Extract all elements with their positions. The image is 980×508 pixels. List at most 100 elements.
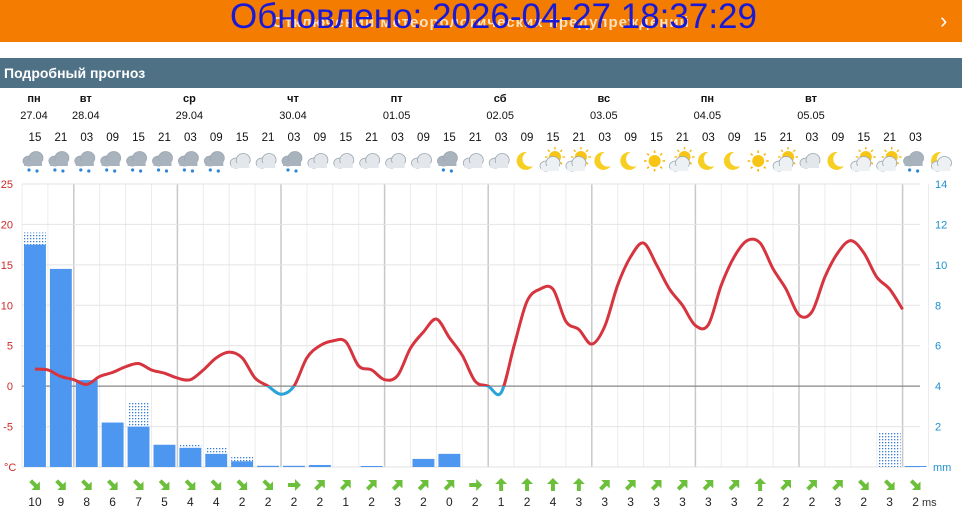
- wind-speed-label: 6: [109, 495, 116, 508]
- wind-speed-label: 2: [420, 495, 427, 508]
- cloud-icon: [359, 153, 381, 169]
- sun-cloud-icon: [850, 147, 876, 172]
- rain-snow-icon: [203, 151, 225, 173]
- wind-arrow-icon: [132, 479, 144, 490]
- wind-arrow-icon: [106, 479, 118, 490]
- precip-bar: [283, 465, 305, 467]
- wind-arrow-icon: [858, 479, 869, 490]
- right-tick-label: 6: [935, 341, 941, 353]
- precip-bar: [308, 464, 331, 467]
- wind-arrow-icon: [521, 478, 534, 491]
- wind-arrow-icon: [832, 480, 843, 491]
- hour-label: 09: [210, 132, 223, 144]
- sun-cloud-icon: [539, 147, 565, 172]
- precip-bar: [412, 458, 435, 467]
- wind-speed-label: 2: [757, 495, 764, 508]
- wind-speed-label: 2: [239, 495, 246, 508]
- cloud-icon: [255, 153, 277, 169]
- sun-icon: [747, 150, 769, 172]
- alert-banner[interactable]: Отключений метеорологических предупрежде…: [0, 0, 962, 42]
- hour-label: 15: [339, 132, 352, 144]
- day-date: 03.05: [590, 110, 618, 122]
- hour-label: 09: [313, 132, 326, 144]
- day-name: вт: [805, 93, 818, 105]
- wind-speed-label: 3: [653, 495, 660, 508]
- right-tick-label: 2: [935, 422, 941, 434]
- hour-label: 21: [780, 132, 793, 144]
- sun-cloud-icon: [565, 147, 591, 172]
- sun-icon: [644, 150, 666, 172]
- forecast-chart: пн 27.04 вт 28.04 ср 29.04 чт 30.04 пт 01.05 сб 02.…: [1, 93, 952, 508]
- wind-arrow-icon: [495, 478, 508, 491]
- cloud-icon: [799, 153, 821, 169]
- moon-icon: [516, 151, 534, 170]
- precip-unit: mm: [933, 462, 951, 474]
- temperature-unit: °C: [4, 462, 16, 474]
- hour-label: 09: [831, 132, 844, 144]
- rain-snow-icon: [436, 151, 458, 173]
- wind-arrow-icon: [780, 480, 791, 491]
- chevron-right-icon[interactable]: ›: [940, 8, 948, 33]
- rain-snow-icon: [152, 151, 173, 173]
- wind-speed-label: 2: [265, 495, 272, 508]
- hour-label: 21: [365, 132, 378, 144]
- left-tick-label: 0: [7, 381, 13, 393]
- left-tick-label: 10: [1, 300, 13, 312]
- wind-unit: ms: [922, 497, 937, 508]
- wind-speed-label: 2: [368, 495, 375, 508]
- wind-arrow-icon: [883, 479, 895, 490]
- sun-cloud-icon: [669, 147, 695, 172]
- wind-arrow-icon: [262, 479, 273, 490]
- wind-speed-label: 5: [161, 495, 168, 508]
- hour-label: 09: [417, 132, 430, 144]
- section-title: Подробный прогноз: [0, 58, 962, 88]
- day-date: 05.05: [797, 110, 825, 122]
- day-date: 01.05: [383, 110, 411, 122]
- right-tick-label: 4: [935, 381, 941, 393]
- rain-snow-icon: [903, 151, 924, 173]
- day-date: 02.05: [486, 110, 514, 122]
- right-tick-label: 12: [935, 219, 947, 231]
- hour-label: 21: [262, 132, 275, 144]
- precip-bar: [205, 453, 228, 467]
- wind-arrow-icon: [81, 479, 92, 490]
- wind-speed-label: 3: [601, 495, 608, 508]
- day-name: пн: [27, 93, 40, 105]
- hour-label: 21: [883, 132, 896, 144]
- wind-speed-label: 2: [317, 495, 324, 508]
- left-tick-label: -5: [3, 422, 13, 434]
- wind-speed-label: 1: [342, 495, 349, 508]
- left-tick-label: 20: [1, 219, 13, 231]
- temperature-line: [34, 237, 904, 387]
- wind-speed-label: 7: [135, 495, 142, 508]
- rain-snow-icon: [100, 151, 122, 173]
- wind-arrow-icon: [29, 479, 40, 490]
- hour-label: 15: [132, 132, 145, 144]
- hour-label: 03: [495, 132, 508, 144]
- precip-bar: [127, 426, 150, 467]
- hour-label: 09: [624, 132, 637, 144]
- day-name: ср: [183, 93, 196, 105]
- moon-icon: [620, 151, 637, 170]
- wind-speed-label: 10: [28, 495, 42, 508]
- precip-bar: [153, 444, 176, 467]
- rain-snow-icon: [74, 151, 96, 173]
- hour-label: 15: [650, 132, 663, 144]
- wind-speed-label: 9: [58, 495, 65, 508]
- wind-arrow-icon: [546, 478, 559, 491]
- moon-icon: [594, 151, 611, 170]
- precip-bar: [24, 244, 46, 467]
- wind-arrow-icon: [391, 480, 403, 491]
- rain-snow-icon: [48, 151, 70, 173]
- wind-arrow-icon: [676, 480, 688, 491]
- hour-label: 03: [80, 132, 93, 144]
- rain-snow-icon: [281, 151, 303, 173]
- day-name: пт: [391, 93, 404, 105]
- wind-arrow-icon: [417, 480, 429, 491]
- wind-speed-label: 4: [550, 495, 557, 508]
- wind-speed-label: 3: [705, 495, 712, 508]
- day-date: 30.04: [279, 110, 307, 122]
- hour-label: 15: [857, 132, 870, 144]
- day-date: 29.04: [176, 110, 204, 122]
- hour-label: 03: [909, 132, 922, 144]
